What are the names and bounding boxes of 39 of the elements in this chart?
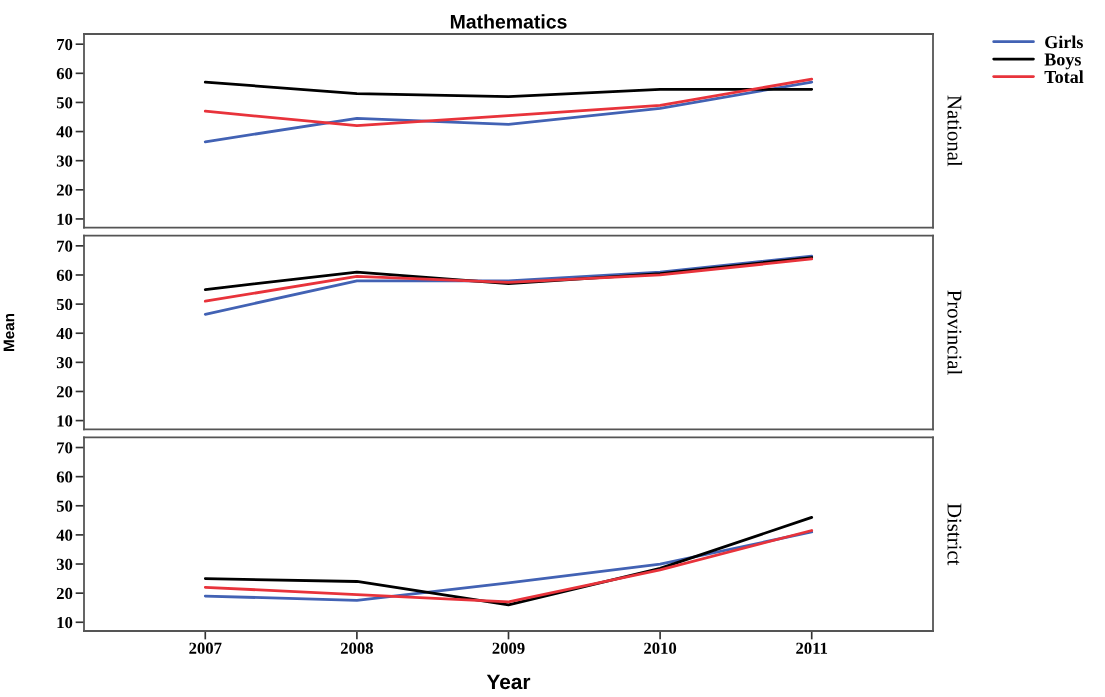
y-axis-title: Mean [3,313,15,351]
y-tick-label: 40 [56,529,73,541]
line-series [203,80,814,98]
y-tick-label: 40 [56,126,73,138]
y-tick-label: 10 [57,213,73,225]
line-series [203,257,814,303]
y-tick-label: 30 [56,558,73,570]
y-tick-label: 30 [56,357,73,369]
y-tick-label: 50 [56,500,73,512]
y-tick-label: 20 [56,184,73,196]
y-tick-label: 40 [56,327,73,340]
y-tick-label: 70 [57,38,73,51]
legend-label: Boys [1044,53,1081,70]
y-tick-label: 10 [57,415,73,427]
legend-label: Girls [1045,35,1083,49]
y-tick-label: 60 [56,471,73,483]
y-tick-label: 20 [56,386,73,398]
x-tick-label: 2010 [644,642,677,654]
y-tick-label: 70 [57,442,73,454]
y-tick-label: 20 [56,587,73,600]
line-series [203,77,814,128]
x-tick-label: 2008 [340,642,374,654]
chart-title: Mathematics [450,14,567,29]
y-tick-label: 30 [56,155,73,167]
x-tick-label: 2007 [189,642,222,654]
y2-axis-title: District [947,503,962,566]
y2-axis-title: National [947,95,963,167]
y-tick-label: 60 [56,68,73,80]
y2-axis-title: Provincial [947,290,963,375]
y-tick-label: 50 [56,97,73,109]
x-tick-label: 2011 [796,642,828,654]
legend-label: Total [1044,70,1084,84]
y-tick-label: 50 [56,298,73,311]
x-tick-label: 2009 [492,642,525,654]
line-series [203,80,814,144]
y-tick-label: 60 [56,269,73,281]
y-tick-label: 10 [57,616,73,629]
x-axis-title: Year [486,674,531,690]
y-tick-label: 70 [57,240,73,252]
